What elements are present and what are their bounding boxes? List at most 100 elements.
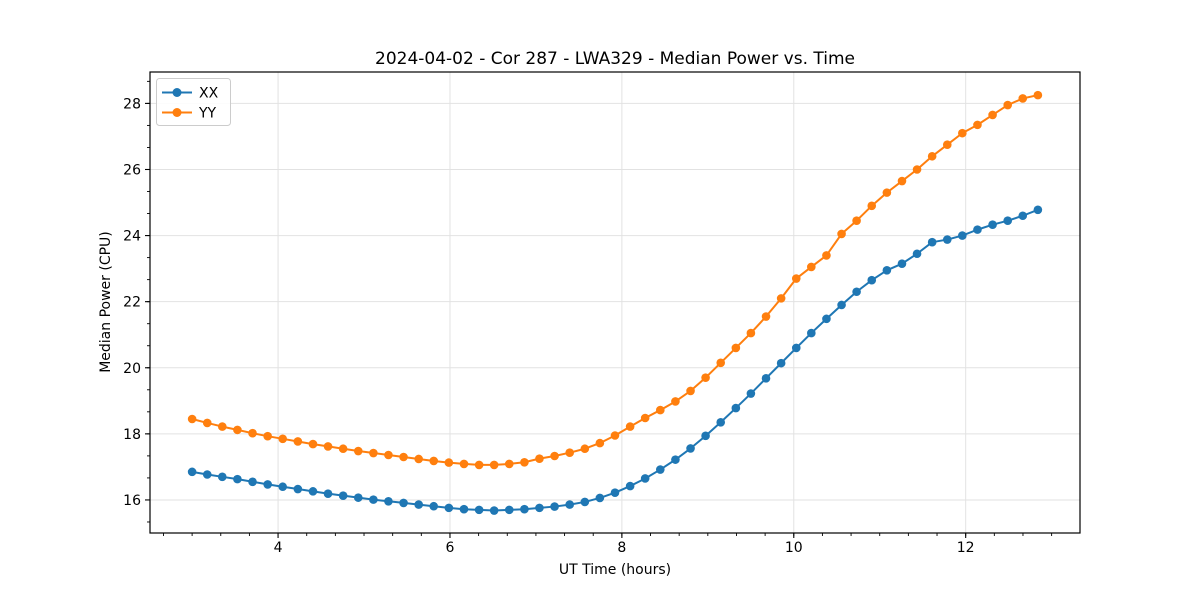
data-point-yy [610, 431, 620, 440]
data-point-xx [988, 220, 997, 229]
data-point-xx [459, 504, 469, 514]
y-tick-label: 16 [123, 493, 141, 509]
y-tick-label: 24 [123, 229, 141, 245]
y-axis-label: Median Power (CPU) [98, 231, 114, 373]
data-point-xx [640, 474, 650, 483]
data-point-yy [656, 405, 665, 415]
data-point-xx [217, 472, 227, 482]
y-tick-label: 26 [123, 162, 141, 178]
legend-label-xx: XX [199, 86, 219, 102]
data-point-xx [293, 484, 303, 494]
data-point-xx [187, 467, 197, 477]
data-point-yy [489, 460, 499, 470]
data-point-xx [414, 500, 423, 509]
data-point-yy [384, 450, 393, 460]
data-point-xx [822, 314, 831, 324]
data-point-yy [746, 328, 756, 338]
data-point-yy [520, 457, 529, 467]
data-point-yy [1003, 100, 1013, 110]
data-point-yy [791, 274, 801, 283]
data-point-xx [610, 488, 620, 497]
data-point-yy [776, 294, 786, 303]
data-point-xx [504, 505, 514, 515]
data-point-xx [1003, 216, 1013, 226]
data-point-xx [837, 300, 846, 310]
data-point-yy [187, 414, 197, 424]
data-point-xx [761, 374, 771, 383]
data-point-yy [217, 422, 227, 431]
data-point-yy [671, 397, 680, 406]
series-xx [187, 205, 1043, 515]
series-layer [187, 90, 1043, 515]
data-point-xx [353, 493, 363, 502]
data-point-xx [791, 343, 801, 353]
data-point-xx [927, 237, 937, 247]
y-tick-label: 20 [123, 361, 141, 377]
data-point-yy [912, 165, 922, 174]
data-point-xx [550, 502, 559, 511]
x-tick-label: 8 [617, 540, 626, 556]
data-point-xx [1018, 211, 1028, 221]
legend-label-yy: YY [198, 106, 217, 122]
data-point-yy [852, 216, 861, 226]
legend-marker-dot-xx [172, 88, 182, 97]
data-point-xx [202, 470, 212, 479]
data-point-yy [202, 418, 212, 428]
data-point-yy [444, 458, 454, 467]
data-point-yy [459, 459, 469, 469]
x-tick-label: 12 [957, 540, 975, 556]
data-point-yy [640, 413, 650, 423]
data-point-yy [1033, 90, 1043, 100]
data-point-yy [731, 343, 741, 353]
data-point-xx [369, 495, 378, 504]
data-point-yy [293, 437, 303, 446]
data-point-xx [852, 287, 861, 297]
data-point-xx [776, 358, 786, 368]
data-point-xx [1033, 205, 1043, 215]
data-point-xx [429, 501, 439, 511]
y-tick-label: 22 [123, 295, 141, 311]
data-point-xx [489, 506, 499, 515]
data-point-xx [746, 389, 756, 398]
y-tick-label: 18 [123, 427, 141, 443]
data-point-xx [958, 231, 967, 240]
data-point-yy [988, 110, 997, 120]
data-point-yy [353, 446, 363, 456]
data-point-yy [897, 176, 907, 186]
data-point-yy [399, 452, 408, 462]
x-tick-label: 6 [446, 540, 455, 556]
x-tick-label: 10 [785, 540, 803, 556]
data-point-xx [263, 480, 272, 489]
data-point-yy [958, 128, 967, 138]
x-axis-label: UT Time (hours) [559, 562, 671, 578]
data-point-yy [429, 456, 439, 466]
data-point-yy [927, 151, 937, 161]
data-point-yy [686, 386, 695, 396]
y-tick-label: 28 [123, 96, 141, 112]
data-point-xx [942, 235, 952, 244]
legend: XX YY [156, 78, 231, 126]
data-point-xx [897, 259, 907, 268]
legend-frame [156, 78, 231, 126]
data-point-xx [686, 444, 695, 453]
data-point-yy [263, 431, 272, 441]
data-point-yy [882, 188, 892, 197]
data-point-yy [565, 448, 574, 458]
data-point-yy [550, 451, 559, 461]
data-point-yy [323, 442, 333, 451]
data-point-xx [323, 489, 333, 498]
series-yy [187, 90, 1043, 470]
data-point-xx [233, 474, 242, 484]
data-point-xx [580, 497, 590, 507]
data-point-yy [973, 120, 982, 130]
legend-marker-dot-yy [172, 108, 182, 117]
data-point-yy [807, 262, 816, 272]
data-point-xx [308, 487, 318, 496]
data-point-yy [867, 201, 877, 211]
data-point-xx [731, 403, 741, 413]
data-point-yy [535, 454, 544, 463]
data-point-yy [414, 454, 423, 464]
data-point-yy [595, 438, 605, 448]
